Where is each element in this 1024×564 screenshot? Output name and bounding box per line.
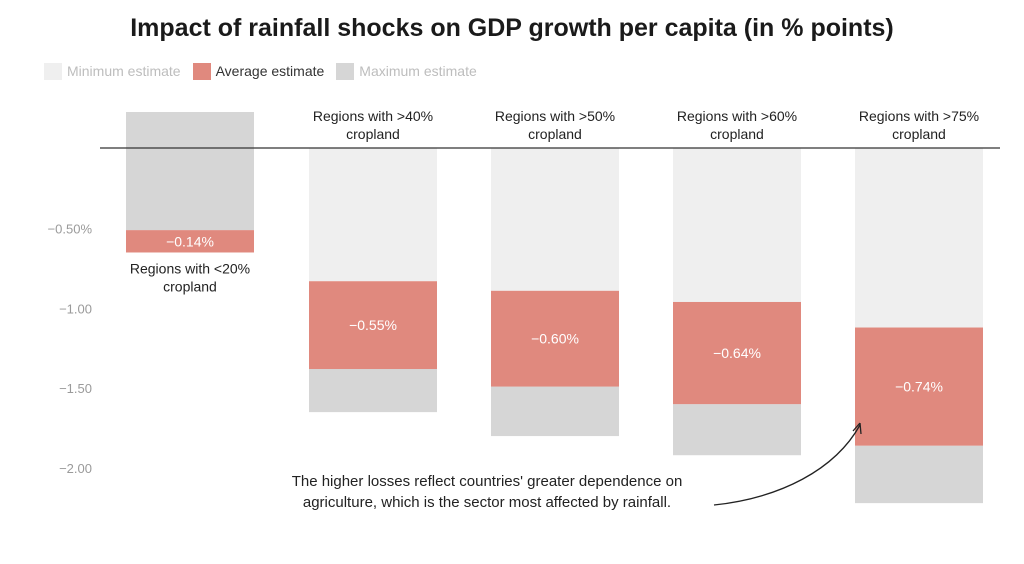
legend-swatch-average <box>192 62 211 80</box>
bar-avg-segment <box>491 290 619 387</box>
category-label: Regions with <20% <box>130 260 250 276</box>
bar-value-label: −0.14% <box>166 233 214 249</box>
bar-value-label: −0.64% <box>713 345 761 361</box>
bar-min-segment <box>309 148 437 282</box>
bar-value-label: −0.60% <box>531 331 579 347</box>
category-label: cropland <box>163 278 217 294</box>
bar-avg-segment <box>309 281 437 370</box>
y-tick-label: −0.50% <box>48 222 93 237</box>
legend-label-minimum: Minimum estimate <box>67 63 181 79</box>
bar-min-segment <box>673 148 801 302</box>
annotation-text: The higher losses reflect countries' gre… <box>292 473 683 490</box>
bar-max-segment <box>855 445 983 504</box>
category-label: Regions with >40% <box>313 108 433 124</box>
bar-max-segment <box>673 404 801 456</box>
legend-label-maximum: Maximum estimate <box>359 63 477 79</box>
legend-label-average: Average estimate <box>215 63 325 79</box>
category-label: Regions with >75% <box>859 108 979 124</box>
bar-value-label: −0.55% <box>349 317 397 333</box>
y-tick-label: −1.50 <box>59 381 92 396</box>
legend-item-average: Average estimate <box>192 62 325 80</box>
annotation-arrow <box>713 424 861 506</box>
bar-max-segment <box>491 386 619 437</box>
category-label: Regions with >50% <box>495 108 615 124</box>
bar-avg-segment <box>673 301 801 405</box>
annotation-arrowhead <box>852 422 862 435</box>
bar-max-segment <box>126 112 254 231</box>
y-tick-label: −2.00 <box>59 461 92 476</box>
chart-title: Impact of rainfall shocks on GDP growth … <box>130 14 894 42</box>
legend-item-maximum: Maximum estimate <box>336 62 477 80</box>
bar-min-segment <box>855 148 983 328</box>
legend-swatch-maximum <box>336 62 355 80</box>
category-label: cropland <box>528 126 582 142</box>
bar-avg-segment <box>126 230 254 253</box>
legend-item-minimum: Minimum estimate <box>44 62 181 80</box>
category-label: Regions with >60% <box>677 108 797 124</box>
legend: Minimum estimate Average estimate Maximu… <box>44 61 489 81</box>
category-label: cropland <box>710 126 764 142</box>
bar-min-segment <box>491 148 619 291</box>
bar-value-label: −0.74% <box>895 379 943 395</box>
legend-swatch-minimum <box>44 62 62 80</box>
bar-max-segment <box>309 369 437 413</box>
category-label: cropland <box>892 126 946 142</box>
annotation-text: agriculture, which is the sector most af… <box>303 494 671 511</box>
bar-avg-segment <box>855 327 983 446</box>
y-tick-label: −1.00 <box>59 301 92 316</box>
category-label: cropland <box>346 126 400 142</box>
